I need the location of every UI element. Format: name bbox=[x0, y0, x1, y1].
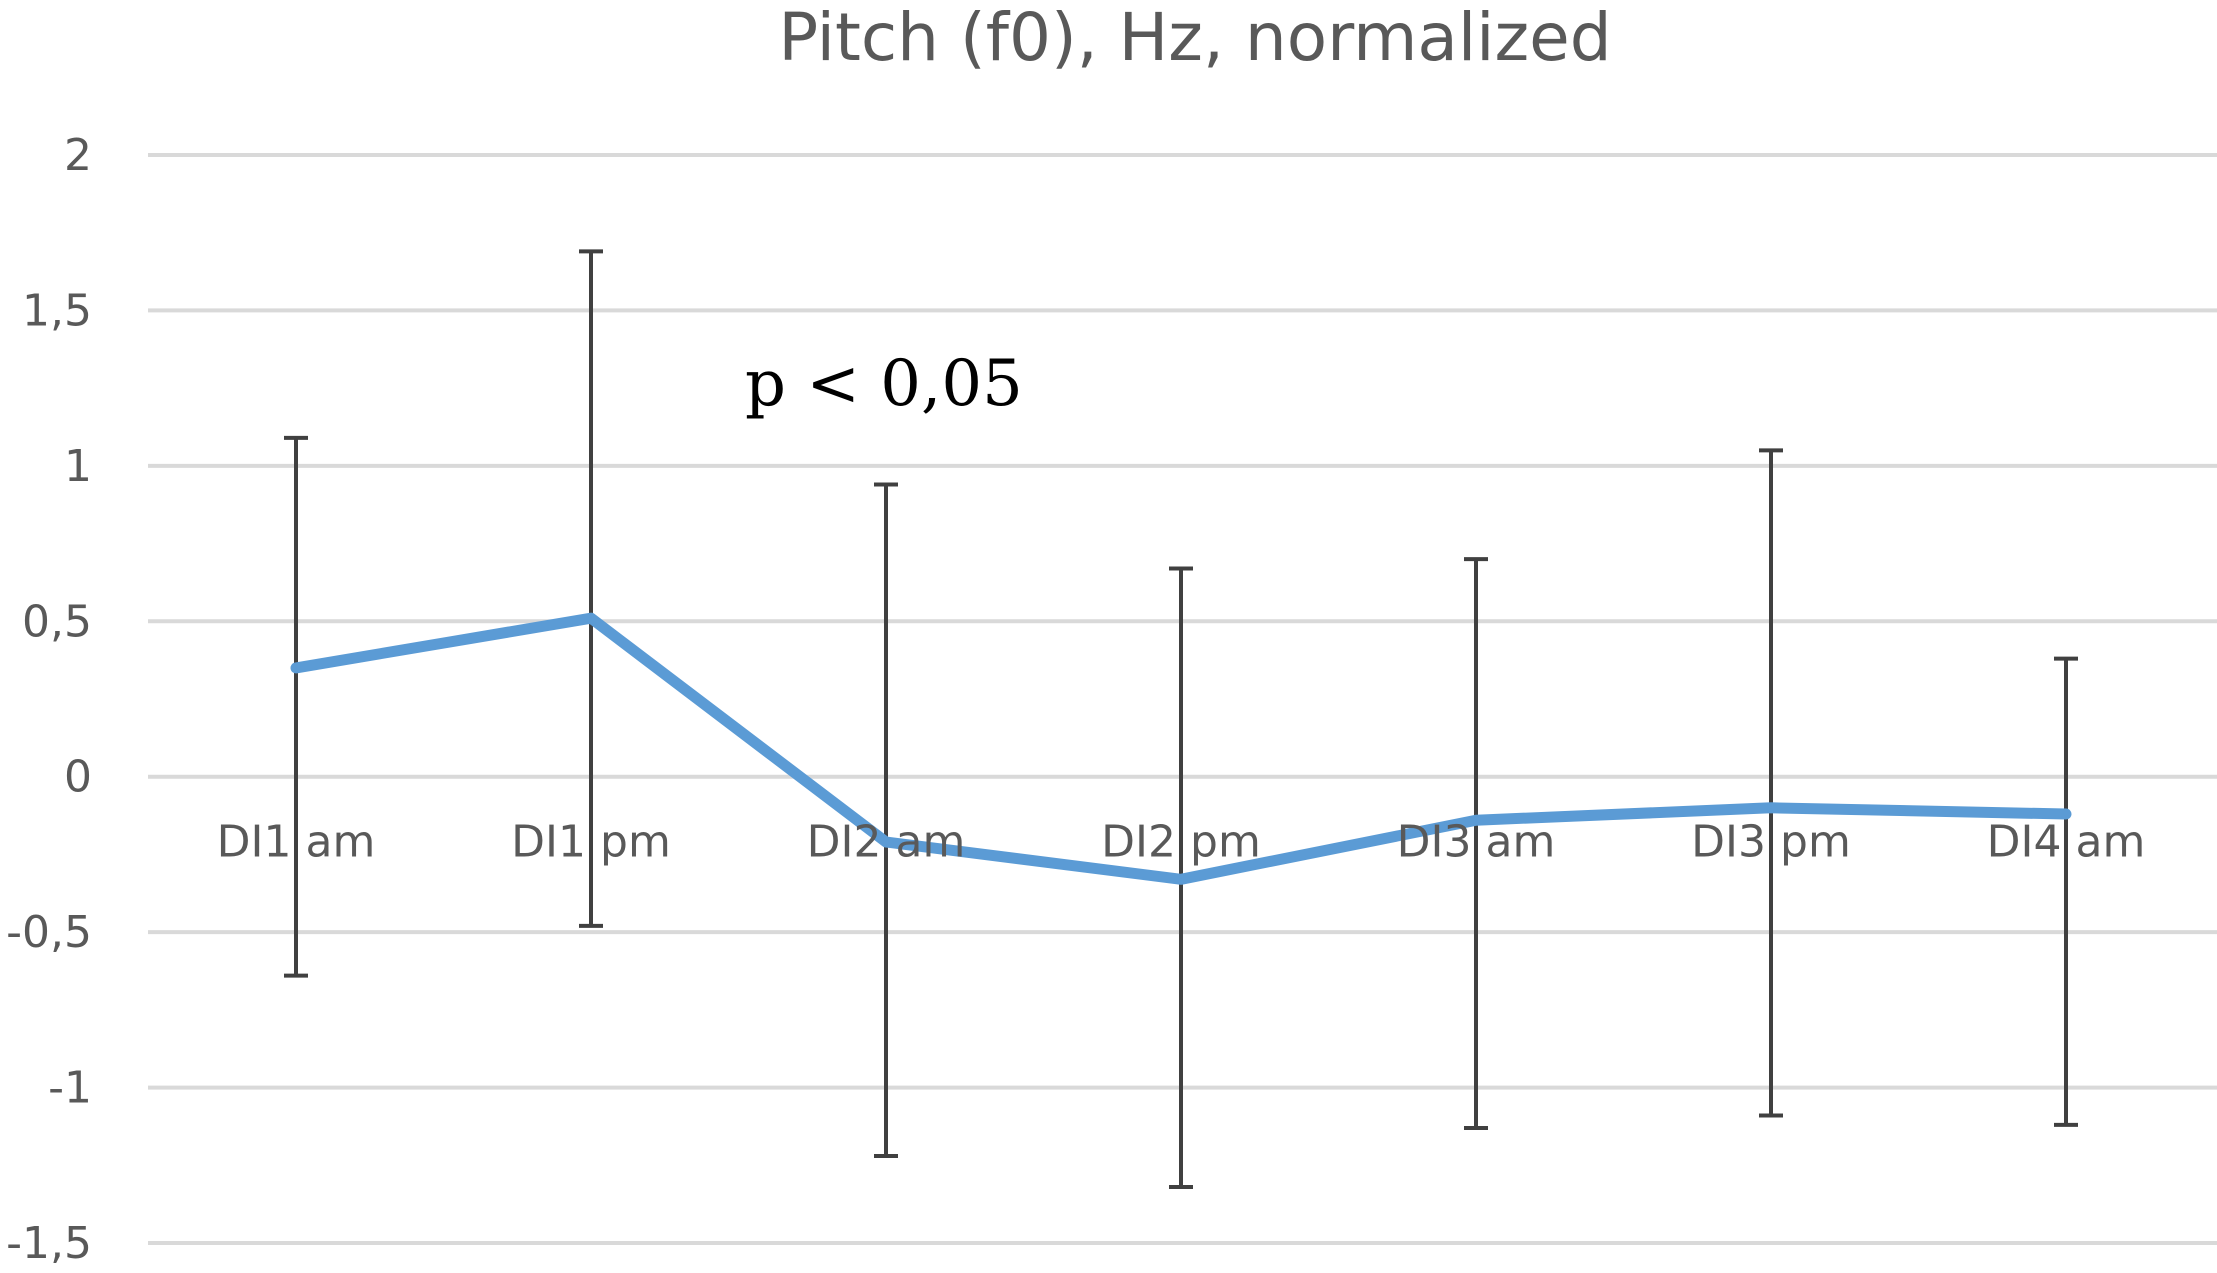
chart-title: Pitch (f0), Hz, normalized bbox=[778, 0, 1611, 76]
data-point bbox=[590, 617, 592, 620]
x-axis-ticks: DI1 am DI1 pm DI2 am DI2 pm DI3 am DI3 pm DI4 … bbox=[217, 817, 2146, 868]
x-tick-label: DI4 am bbox=[1987, 817, 2146, 868]
series-lines bbox=[290, 612, 2072, 885]
y-tick-label: 0,5 bbox=[22, 596, 92, 647]
y-tick-label: -1 bbox=[48, 1063, 92, 1114]
x-tick-label: DI3 am bbox=[1397, 817, 1556, 868]
x-tick-label: DI2 pm bbox=[1101, 817, 1261, 868]
error-bars bbox=[284, 249, 2078, 1190]
x-tick-label: DI3 pm bbox=[1691, 817, 1851, 868]
data-point bbox=[295, 666, 297, 669]
y-tick-label: -1,5 bbox=[6, 1218, 92, 1269]
data-point bbox=[2065, 813, 2067, 816]
data-point bbox=[1770, 806, 1772, 809]
y-tick-label: -0,5 bbox=[6, 907, 92, 958]
y-tick-label: 1,5 bbox=[22, 285, 92, 336]
x-tick-label: DI1 pm bbox=[511, 817, 671, 868]
y-tick-label: 1 bbox=[64, 441, 92, 492]
y-tick-label: 2 bbox=[64, 130, 92, 181]
data-point bbox=[885, 840, 887, 843]
x-tick-label: DI2 am bbox=[807, 817, 966, 868]
y-tick-label: 0 bbox=[64, 752, 92, 803]
x-tick-label: DI1 am bbox=[217, 817, 376, 868]
significance-annotation: p < 0,05 bbox=[745, 347, 1023, 421]
data-point bbox=[1180, 878, 1182, 881]
data-point bbox=[1475, 819, 1477, 822]
y-axis-ticks: 2 1,5 1 0,5 0 -0,5 -1 -1,5 bbox=[6, 130, 92, 1269]
